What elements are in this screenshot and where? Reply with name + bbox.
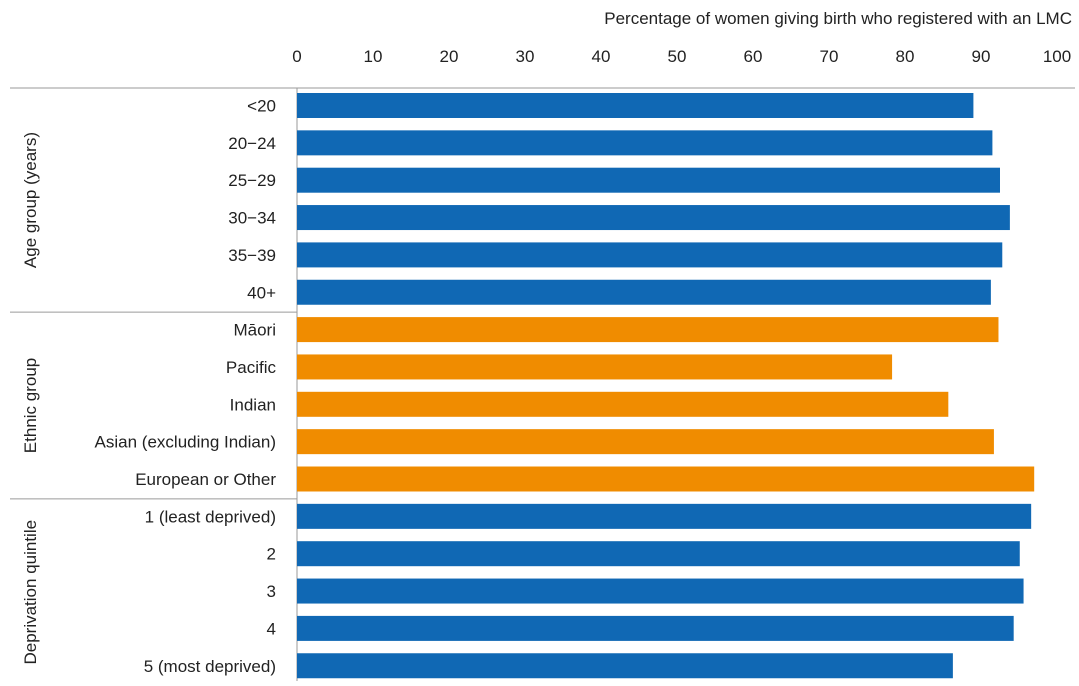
x-tick-label: 60 <box>744 47 763 66</box>
category-label: <20 <box>247 97 276 116</box>
bar <box>297 93 974 118</box>
x-tick-label: 90 <box>972 47 991 66</box>
group-labels: Age group (years) Ethnic group Deprivation… <box>21 132 40 665</box>
x-tick-label: 50 <box>668 47 687 66</box>
bar <box>297 317 999 343</box>
bar <box>297 167 1000 193</box>
bar <box>297 503 1032 529</box>
bar <box>297 279 991 305</box>
x-tick-label: 100 <box>1043 47 1071 66</box>
x-axis-title: Percentage of women giving birth who reg… <box>604 9 1072 28</box>
category-label: 1 (least deprived) <box>145 507 276 526</box>
category-label: Pacific <box>226 358 277 377</box>
bar <box>297 391 949 417</box>
bar <box>297 578 1024 604</box>
x-tick-label: 80 <box>896 47 915 66</box>
x-tick-label: 0 <box>292 47 301 66</box>
category-label: 40+ <box>247 283 276 302</box>
category-label: 2 <box>267 545 276 564</box>
category-label: Asian (excluding Indian) <box>95 433 276 452</box>
category-label: 4 <box>267 619 276 638</box>
category-label: Indian <box>230 395 276 414</box>
category-label: 35−39 <box>228 246 276 265</box>
bar <box>297 466 1035 492</box>
x-tick-label: 70 <box>820 47 839 66</box>
category-label: Māori <box>233 321 276 340</box>
group-label: Deprivation quintile <box>21 520 40 665</box>
bar <box>297 615 1014 641</box>
bar <box>297 429 994 455</box>
category-label: 5 (most deprived) <box>144 657 276 676</box>
bar <box>297 541 1020 567</box>
category-labels: <20 20−24 25−29 30−34 35−39 40+ Māori Pacific In… <box>95 97 277 676</box>
bar <box>297 242 1003 268</box>
bar <box>297 354 893 380</box>
x-axis-ticks: 0 10 20 30 40 50 60 70 80 90 100 <box>292 47 1071 66</box>
category-label: 20−24 <box>228 134 276 153</box>
x-tick-label: 40 <box>592 47 611 66</box>
category-label: European or Other <box>135 470 276 489</box>
bar <box>297 653 953 679</box>
bars <box>297 93 1035 679</box>
x-tick-label: 20 <box>440 47 459 66</box>
x-tick-label: 10 <box>364 47 383 66</box>
category-label: 25−29 <box>228 171 276 190</box>
group-label: Ethnic group <box>21 358 40 453</box>
x-tick-label: 30 <box>516 47 535 66</box>
category-label: 30−34 <box>228 209 276 228</box>
bar <box>297 205 1010 231</box>
category-label: 3 <box>267 582 276 601</box>
bar <box>297 130 993 156</box>
group-label: Age group (years) <box>21 132 40 268</box>
